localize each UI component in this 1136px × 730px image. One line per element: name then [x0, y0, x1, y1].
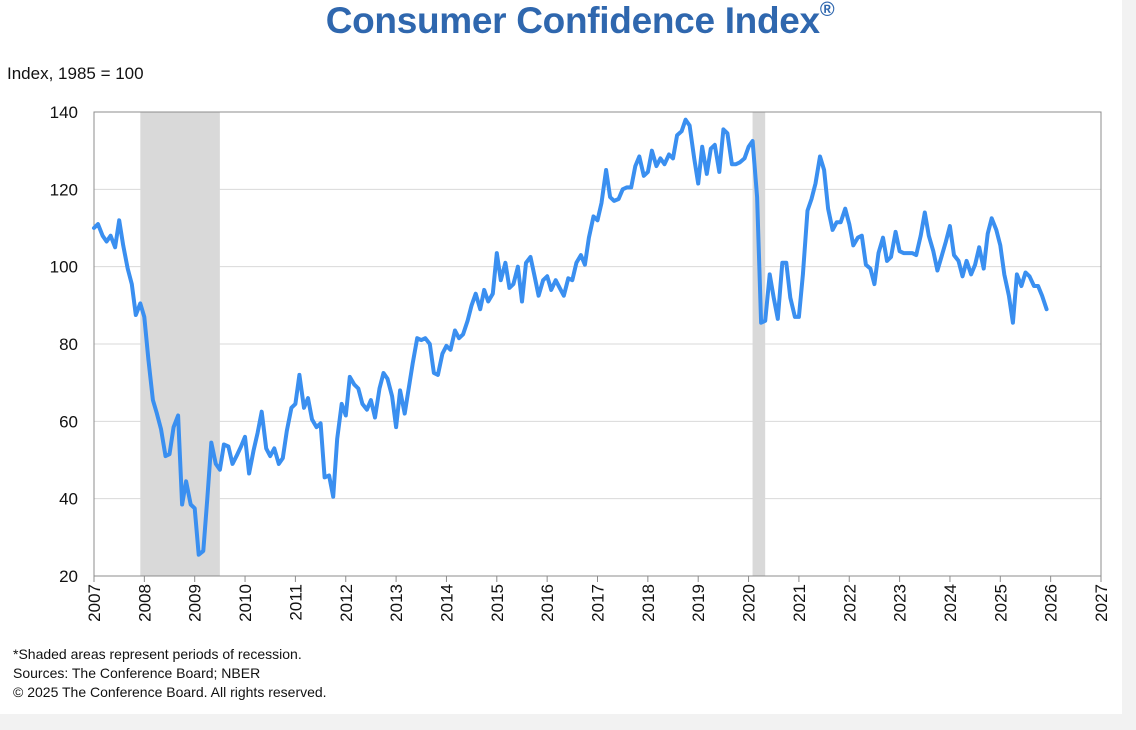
x-tick-label-2015: 2015: [488, 584, 507, 622]
x-tick-label-2009: 2009: [186, 584, 205, 622]
y-tick-label-80: 80: [59, 335, 78, 354]
x-tick-label-2019: 2019: [689, 584, 708, 622]
y-tick-label-60: 60: [59, 412, 78, 431]
y-tick-label-20: 20: [59, 567, 78, 586]
x-tick-label-2010: 2010: [236, 584, 255, 622]
sources-note: Sources: The Conference Board; NBER: [13, 665, 261, 681]
y-tick-label-140: 140: [50, 103, 78, 122]
x-tick-label-2017: 2017: [589, 584, 608, 622]
x-tick-label-2014: 2014: [437, 584, 456, 622]
chart-title-text: Consumer Confidence Index: [325, 0, 820, 41]
x-tick-label-2013: 2013: [387, 584, 406, 622]
series: [92, 117, 1049, 557]
y-axis-label: Index, 1985 = 100: [7, 64, 144, 83]
x-tick-label-2021: 2021: [790, 584, 809, 622]
axes: [93, 111, 1102, 582]
chart-title: Consumer Confidence Index®: [0, 0, 1136, 42]
x-tick-label-2016: 2016: [538, 584, 557, 622]
footnotes: *Shaded areas represent periods of reces…: [13, 645, 327, 702]
copyright-note: © 2025 The Conference Board. All rights …: [13, 684, 327, 700]
y-tick-label-40: 40: [59, 490, 78, 509]
x-tick-labels: 2007 2008 2009 2010 2011 2012 2013 2014 2015 2016…: [85, 584, 1111, 622]
x-tick-label-2024: 2024: [941, 584, 960, 622]
x-tick-label-2025: 2025: [991, 584, 1010, 622]
recession-note: *Shaded areas represent periods of reces…: [13, 646, 302, 662]
x-tick-label-2020: 2020: [740, 584, 759, 622]
x-tick-label-2018: 2018: [639, 584, 658, 622]
x-tick-label-2023: 2023: [891, 584, 910, 622]
y-tick-label-120: 120: [50, 180, 78, 199]
x-tick-label-2012: 2012: [337, 584, 356, 622]
chart-page: Consumer Confidence Index® Index, 1985 =…: [0, 0, 1122, 714]
x-tick-label-2026: 2026: [1042, 584, 1061, 622]
x-tick-label-2011: 2011: [286, 584, 305, 621]
gridlines: [94, 188, 1101, 500]
series-line-1: [92, 117, 1049, 557]
registered-mark: ®: [819, 0, 835, 21]
x-tick-label-2007: 2007: [85, 584, 104, 622]
x-tick-label-2008: 2008: [135, 584, 154, 622]
y-tick-labels: 20 40 60 80 100 120 140: [50, 103, 78, 586]
x-tick-label-2022: 2022: [840, 584, 859, 622]
x-tick-label-2027: 2027: [1092, 584, 1111, 622]
y-tick-label-100: 100: [50, 258, 78, 277]
